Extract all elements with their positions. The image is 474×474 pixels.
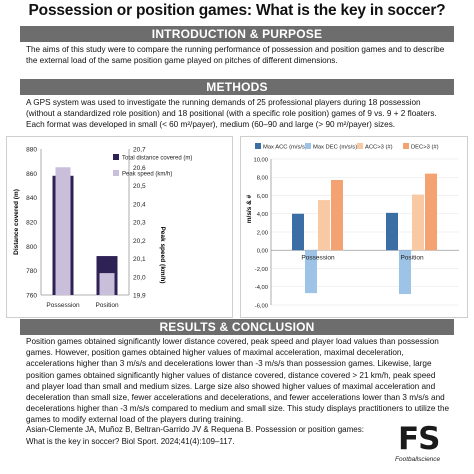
citation: Asian-Clemente JA, Muñoz B, Beltran-Garr…: [26, 425, 364, 446]
legend-max-acc-swatch: [255, 143, 261, 149]
bar-peak-speed-possession: [55, 167, 71, 295]
y2-tick-label: 20,6: [133, 165, 146, 172]
chart-distance-speed: 760 780 800 820 840 860 880 20,7 20,6 20,5 20,4 20,…: [6, 136, 233, 318]
legend-dec3-swatch: [403, 143, 409, 149]
y2-tick-label: 20,7: [133, 147, 146, 154]
bar-dec3-possession: [331, 179, 343, 251]
legend-peak-speed-swatch: [113, 170, 119, 176]
y-tick-label: 4,00: [257, 212, 268, 218]
y2-tick-label: 20,1: [133, 256, 146, 263]
x-tick-label: Possession: [301, 254, 335, 261]
legend-max-acc-label: Max ACC (m/s/s): [263, 145, 307, 151]
legend-dec3-label: DEC>3 (#): [411, 145, 439, 151]
bar-acc3-position: [412, 194, 424, 251]
y-tick-label: 840: [26, 195, 37, 202]
bar-dec3-position: [425, 173, 437, 251]
bar-max-acc-possession: [292, 213, 304, 251]
y2-tick-label: 20,0: [133, 274, 146, 281]
results-heading: RESULTS & CONCLUSION: [20, 319, 454, 335]
legend-max-dec-label: Max DEC (m/s/s): [313, 145, 357, 151]
legend-distance-label: Total distance covered (m): [122, 156, 192, 162]
methods-heading: METHODS: [20, 79, 454, 95]
x-tick-label: Possession: [46, 302, 80, 309]
y-tick-label: 10,00: [253, 157, 268, 163]
distance-speed-svg: 760 780 800 820 840 860 880 20,7 20,6 20,5 20,4 20,…: [13, 147, 192, 310]
y-tick-label: 860: [26, 171, 37, 178]
y-tick-label: -6,00: [255, 303, 268, 309]
y2-tick-label: 20,3: [133, 220, 146, 227]
y-tick-label: 8,00: [257, 176, 268, 182]
bar-max-dec-position: [399, 250, 411, 295]
y-tick-label: -4,00: [255, 285, 268, 291]
legend-max-dec-swatch: [305, 143, 311, 149]
x-tick-label: Position: [95, 302, 119, 309]
bar-max-dec-possession: [305, 250, 317, 294]
y-axis-title: Distance covered (m): [13, 189, 20, 255]
y2-tick-label: 19,9: [133, 293, 146, 300]
y-tick-label: 780: [26, 268, 37, 275]
y2-tick-label: 20,2: [133, 238, 146, 245]
intro-heading: INTRODUCTION & PURPOSE: [20, 26, 454, 42]
y-tick-label: 0,00: [257, 249, 268, 255]
y-axis-title: m/s/s & #: [246, 194, 253, 223]
legend-acc3-swatch: [357, 143, 363, 149]
results-text: Position games obtained significantly lo…: [26, 337, 450, 425]
legend-peak-speed-label: Peak speed (km/h): [122, 172, 172, 178]
y-tick-label: 800: [26, 244, 37, 251]
x-tick-label: Position: [400, 254, 424, 261]
y-tick-label: -2,00: [255, 267, 268, 273]
y2-tick-label: 20,4: [133, 201, 146, 208]
bar-max-acc-position: [386, 212, 398, 251]
bar-acc3-possession: [318, 200, 330, 251]
y-tick-label: 760: [26, 293, 37, 300]
y-tick-label: 820: [26, 220, 37, 227]
legend-acc3-label: ACC>3 (#): [365, 145, 393, 151]
intro-text: The aims of this study were to compare t…: [26, 45, 445, 66]
poster-title: Possession or position games: What is th…: [28, 2, 446, 19]
y-tick-label: 880: [26, 147, 37, 154]
chart-acc-dec: 10,00 8,00 6,00 4,00 2,00 0,00 -2,00 -4,00 -6,00…: [240, 136, 468, 318]
y2-axis-title: Peak speed (km/h): [159, 226, 166, 283]
bar-peak-speed-position: [99, 273, 115, 295]
y2-tick-label: 20,5: [133, 183, 146, 190]
y-tick-label: 6,00: [257, 194, 268, 200]
acc-dec-svg: 10,00 8,00 6,00 4,00 2,00 0,00 -2,00 -4,00 -6,00…: [246, 143, 459, 309]
footballscience-logo-text: Footballscience: [395, 456, 441, 463]
methods-text: A GPS system was used to investigate the…: [26, 98, 437, 130]
footballscience-logo: FS: [398, 421, 441, 457]
y-tick-label: 2,00: [257, 230, 268, 236]
legend-distance-swatch: [113, 154, 119, 160]
